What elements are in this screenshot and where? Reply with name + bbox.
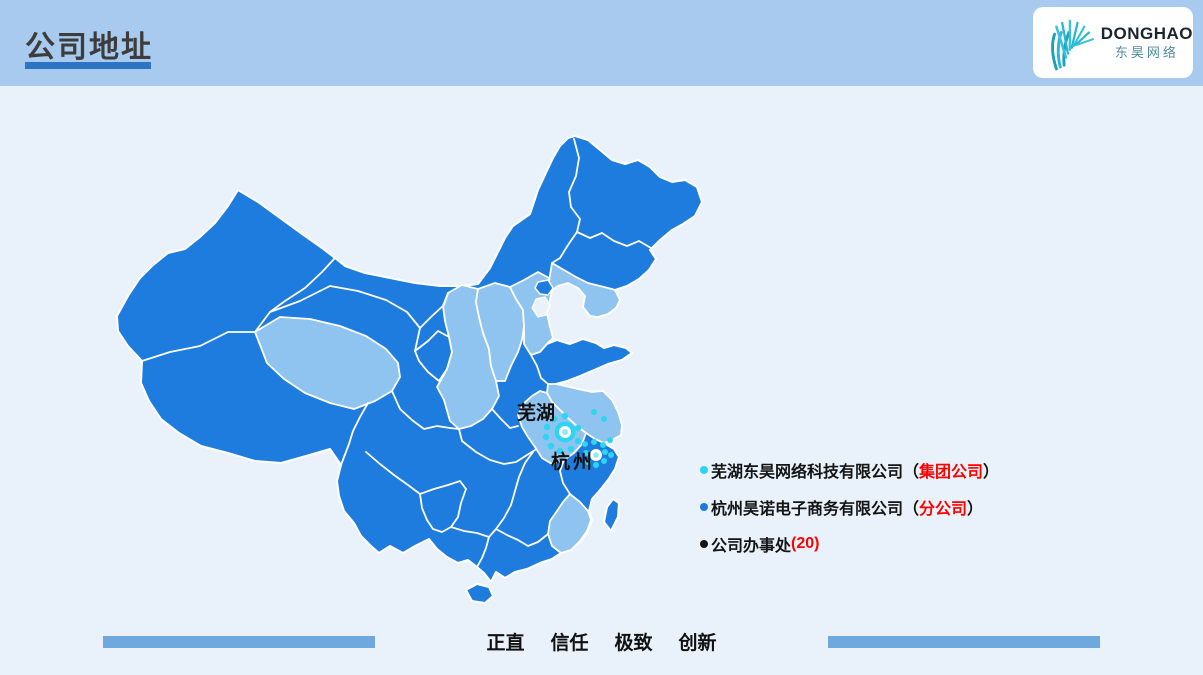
office-dot xyxy=(593,462,599,468)
office-dot xyxy=(582,441,588,447)
province-qinghai xyxy=(254,316,401,410)
marker-wuhu-hq xyxy=(554,421,576,443)
office-dot xyxy=(600,442,606,448)
province-anhui xyxy=(517,390,587,465)
label-hangzhou: 杭州 xyxy=(551,450,595,473)
province-hainan xyxy=(465,583,494,604)
logo-wordmark: DONGHAO xyxy=(1100,24,1193,43)
office-dot xyxy=(556,447,564,455)
office-dot xyxy=(543,423,551,431)
office-dot xyxy=(601,458,607,464)
legend-bullet-blue xyxy=(700,503,708,511)
office-dot xyxy=(567,445,575,453)
slogan-word: 极致 xyxy=(614,633,653,654)
legend-bullet-black xyxy=(700,540,708,548)
office-dots xyxy=(542,409,614,468)
legend-company-name: 杭州昊诺电子商务有限公司 xyxy=(711,501,904,518)
slogan-word: 信任 xyxy=(550,633,589,654)
legend-item-offices: 公司办事处 (20) xyxy=(700,533,999,555)
legend-bullet-cyan xyxy=(700,466,708,474)
legend-company-name: 芜湖东昊网络科技有限公司 xyxy=(711,464,904,481)
legend-tag: (20) xyxy=(791,535,820,552)
feather-logo-icon xyxy=(1050,19,1094,70)
footer-bar-left xyxy=(103,636,375,648)
logo-subtitle: 东昊网络 xyxy=(1114,45,1179,60)
company-slogan: 正直 信任 极致 创新 xyxy=(380,628,823,655)
legend-tag: 集团公司 xyxy=(919,464,984,481)
office-dot xyxy=(608,452,614,458)
office-dot xyxy=(547,442,555,450)
slogan-word: 创新 xyxy=(678,633,717,654)
slogan-word: 正直 xyxy=(486,633,525,654)
legend: 芜湖东昊网络科技有限公司 （ 集团公司 ） 杭州昊诺电子商务有限公司 （ 分公司… xyxy=(700,459,999,570)
office-dot xyxy=(591,439,597,445)
marker-hangzhou-branch xyxy=(590,449,602,461)
legend-paren: ） xyxy=(983,464,1000,481)
title-underline xyxy=(25,62,151,69)
legend-company-name: 公司办事处 xyxy=(711,538,792,555)
office-dot xyxy=(585,459,591,465)
office-dot xyxy=(550,415,558,423)
office-dot xyxy=(574,437,582,445)
province-borders xyxy=(141,138,652,568)
office-dot xyxy=(542,433,550,441)
province-tianjin xyxy=(531,296,551,318)
office-dot xyxy=(574,424,582,432)
legend-item-branch-company: 杭州昊诺电子商务有限公司 （ 分公司 ） xyxy=(700,496,999,518)
label-wuhu: 芜湖 xyxy=(517,401,555,424)
office-dot xyxy=(602,449,608,455)
office-dot xyxy=(607,437,613,443)
office-dot xyxy=(601,416,607,422)
office-dot xyxy=(591,409,597,415)
province-fujian xyxy=(547,493,592,554)
footer-bar-right xyxy=(828,636,1100,648)
office-dot xyxy=(583,450,589,456)
province-liaoning xyxy=(548,262,621,318)
header-band xyxy=(0,0,1203,86)
legend-paren: ） xyxy=(967,501,984,518)
province-beijing xyxy=(534,279,554,296)
legend-tag: 分公司 xyxy=(919,501,968,518)
province-taiwan xyxy=(603,498,620,532)
legend-item-group-company: 芜湖东昊网络科技有限公司 （ 集团公司 ） xyxy=(700,459,999,481)
page-title: 公司地址 xyxy=(25,31,153,64)
legend-paren: （ xyxy=(903,464,920,481)
company-logo: DONGHAO 东昊网络 xyxy=(1033,7,1193,78)
mainland-silhouette xyxy=(116,135,703,583)
legend-paren: （ xyxy=(903,501,920,518)
office-dot xyxy=(561,412,569,420)
